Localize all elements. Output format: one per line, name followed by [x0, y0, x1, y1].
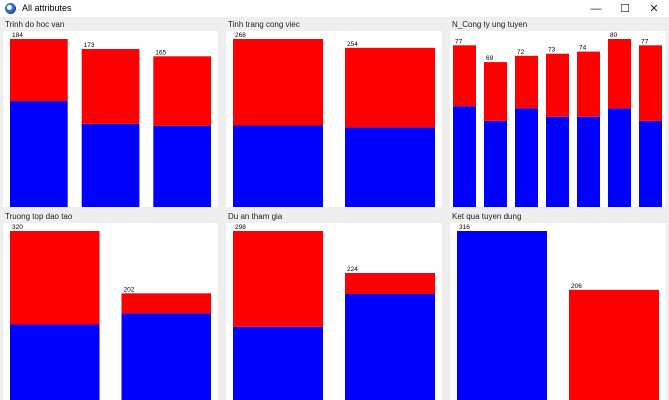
charts-grid: Trinh do hoc van 184 173 165 Tinh trang co…: [0, 17, 669, 400]
bar-segment-1-1: [345, 47, 435, 128]
bar-segment-1-0: [484, 120, 507, 207]
plot-area: 320 202: [3, 223, 218, 400]
bar-total-label: 320: [12, 224, 23, 231]
bar-total-label: 74: [579, 45, 587, 52]
bar-segment-0-1: [233, 39, 323, 126]
bar-chart-svg: 316 206: [457, 224, 659, 400]
bar-segment-6-1: [639, 45, 662, 121]
bar-chart-svg: 268 254: [233, 32, 435, 207]
panel-title: Trinh do hoc van: [5, 20, 65, 29]
bar-segment-1-1: [569, 289, 659, 400]
bar-segment-1-1: [484, 62, 507, 121]
window-title: All attributes: [22, 3, 72, 13]
bar-total-label: 72: [517, 49, 525, 56]
plot-area: 77 69 72 73 74 80 77: [450, 31, 666, 207]
bar-segment-0-0: [10, 101, 68, 207]
bar-segment-1-1: [81, 49, 140, 124]
bar-segment-0-0: [10, 324, 100, 400]
bar-total-label: 298: [235, 224, 246, 231]
bar-segment-0-0: [233, 125, 323, 207]
title-bar: All attributes — ☐ ✕: [0, 0, 669, 17]
bar-segment-2-1: [153, 56, 211, 126]
chart-panel-tinh-trang-cong-viec: Tinh trang cong viec 268 254: [223, 17, 445, 207]
bar-total-label: 77: [455, 38, 463, 45]
close-button[interactable]: ✕: [649, 3, 659, 15]
bar-segment-3-1: [546, 53, 569, 117]
bar-segment-0-0: [453, 106, 476, 207]
bar-segment-4-0: [577, 116, 600, 207]
bar-segment-6-0: [639, 120, 662, 207]
bar-segment-3-0: [546, 116, 569, 207]
bar-total-label: 224: [347, 266, 358, 273]
bar-segment-2-0: [515, 108, 538, 207]
chart-panel-ket-qua-tuyen-dung: Ket qua tuyen dung 316 206: [447, 209, 669, 400]
bar-segment-2-0: [153, 125, 211, 207]
panel-title: Truong top dao tao: [5, 212, 73, 221]
panel-title: Tinh trang cong viec: [228, 20, 300, 29]
bar-chart-svg: 320 202: [10, 224, 211, 400]
bar-segment-1-0: [81, 123, 140, 207]
bar-segment-0-1: [233, 231, 323, 327]
bar-segment-1-1: [345, 273, 435, 294]
bar-total-label: 165: [155, 49, 166, 56]
bar-segment-1-0: [345, 127, 435, 207]
bar-total-label: 254: [347, 41, 358, 48]
chart-panel-n-cong-ty-ung-tuyen: N_Cong ty ung tuyen 77 69 72 73 74 80 77: [447, 17, 669, 207]
bar-total-label: 73: [548, 47, 556, 54]
bar-chart-svg: 184 173 165: [10, 32, 211, 207]
bar-segment-1-0: [121, 313, 211, 400]
bar-segment-0-0: [233, 326, 323, 400]
bar-total-label: 69: [486, 55, 494, 62]
app-logo-icon: [5, 3, 16, 14]
plot-area: 298 224: [226, 223, 442, 400]
bar-total-label: 184: [12, 32, 23, 39]
bar-segment-2-1: [515, 55, 538, 109]
chart-panel-truong-top-dao-tao: Truong top dao tao 320 202: [0, 209, 221, 400]
maximize-button[interactable]: ☐: [620, 3, 630, 15]
bar-total-label: 80: [610, 32, 618, 39]
plot-area: 184 173 165: [3, 31, 218, 207]
bar-total-label: 77: [641, 38, 649, 45]
panel-title: N_Cong ty ung tuyen: [452, 20, 528, 29]
bar-segment-1-0: [345, 293, 435, 400]
bar-segment-5-1: [608, 39, 631, 109]
bar-total-label: 202: [124, 286, 135, 293]
bar-segment-5-0: [608, 108, 631, 207]
bar-total-label: 173: [84, 42, 95, 49]
bar-chart-svg: 298 224: [233, 224, 435, 400]
plot-area: 268 254: [226, 31, 442, 207]
bar-segment-1-1: [121, 293, 211, 314]
panel-title: Ket qua tuyen dung: [452, 212, 522, 221]
chart-panel-du-an-tham-gia: Du an tham gia 298 224: [223, 209, 445, 400]
bar-segment-4-1: [577, 51, 600, 117]
bar-segment-0-1: [10, 39, 68, 102]
bar-total-label: 316: [459, 224, 470, 231]
bar-segment-0-0: [457, 231, 547, 400]
bar-segment-0-1: [10, 231, 100, 325]
chart-panel-trinh-do-hoc-van: Trinh do hoc van 184 173 165: [0, 17, 221, 207]
bar-segment-0-1: [453, 45, 476, 107]
plot-area: 316 206: [450, 223, 666, 400]
bar-total-label: 268: [235, 32, 246, 39]
minimize-button[interactable]: —: [590, 2, 602, 15]
bar-chart-svg: 77 69 72 73 74 80 77: [453, 32, 662, 207]
bar-total-label: 206: [571, 283, 582, 290]
panel-title: Du an tham gia: [228, 212, 283, 221]
